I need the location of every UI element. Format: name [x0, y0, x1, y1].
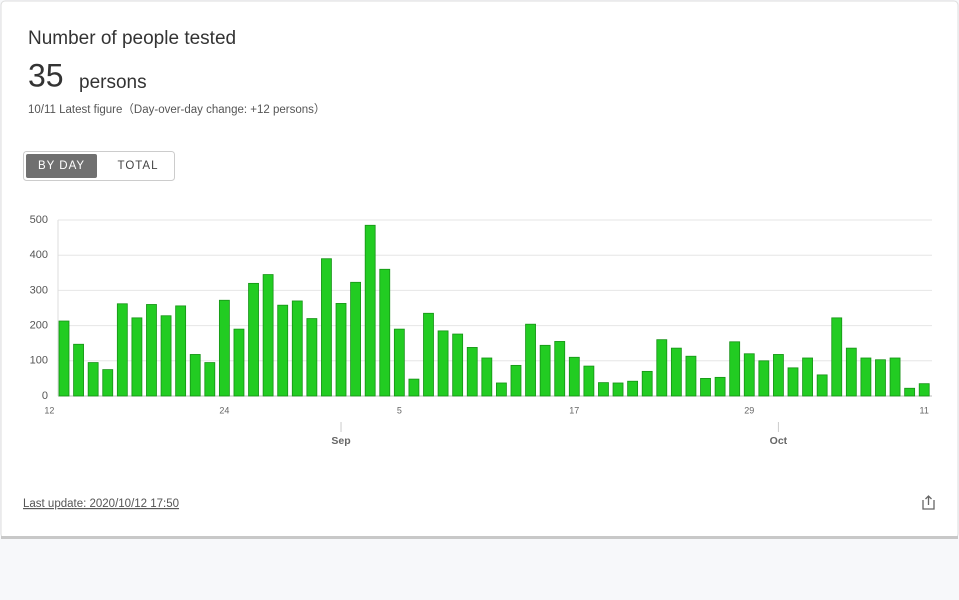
x-tick-label: 11 — [920, 405, 929, 415]
unit: persons — [79, 72, 147, 93]
bar — [525, 323, 536, 397]
bar — [568, 356, 580, 397]
bar — [277, 304, 289, 397]
bar — [58, 320, 70, 397]
bar — [831, 317, 843, 397]
bar — [758, 360, 770, 397]
bar — [495, 382, 507, 397]
x-tick-label: 17 — [569, 405, 579, 415]
bar — [685, 355, 697, 397]
bar — [466, 347, 478, 397]
bar — [802, 357, 813, 397]
bar — [904, 387, 916, 397]
share-box[interactable] — [922, 500, 935, 510]
bar — [889, 357, 901, 397]
bar — [656, 339, 668, 397]
bar — [729, 341, 741, 397]
bar — [364, 224, 376, 397]
card-shadow — [1, 536, 958, 539]
bar — [335, 303, 347, 397]
last-update[interactable]: Last update: 2020/10/12 17:50 — [23, 498, 179, 510]
bar — [350, 281, 362, 397]
x-tick-label: 12 — [44, 405, 54, 415]
bar — [189, 354, 201, 397]
bar — [816, 374, 828, 397]
note: 10/11 Latest figure（Day-over-day change:… — [28, 103, 325, 116]
bar — [670, 347, 682, 397]
bar — [160, 315, 172, 397]
y-tick-label: 300 — [30, 284, 48, 296]
y-tick-label: 500 — [30, 214, 48, 226]
x-tick-label: 24 — [219, 405, 229, 415]
bar — [379, 268, 391, 397]
bar — [233, 328, 245, 397]
month-label: Sep — [331, 435, 350, 447]
bar — [700, 377, 711, 397]
bar — [87, 362, 99, 397]
bar — [845, 347, 857, 397]
y-tick-label: 100 — [30, 355, 48, 367]
bar — [554, 341, 566, 397]
bar — [787, 367, 799, 397]
x-tick-label: 5 — [397, 405, 402, 415]
bar — [510, 364, 522, 397]
bar — [204, 362, 216, 397]
bar — [321, 258, 332, 397]
share-arrow[interactable] — [925, 495, 932, 505]
bar — [423, 312, 434, 397]
bar — [306, 318, 318, 397]
bar — [481, 357, 493, 397]
bar — [73, 343, 84, 397]
bar — [248, 282, 259, 397]
bar — [743, 353, 755, 397]
tab-active[interactable] — [26, 154, 97, 178]
bar — [218, 299, 230, 397]
share-icon[interactable] — [922, 495, 935, 510]
bar — [918, 383, 930, 397]
bar — [116, 303, 128, 397]
bar — [773, 354, 784, 397]
figure: 35 — [28, 57, 64, 93]
bar — [291, 300, 303, 397]
bar — [583, 365, 595, 397]
bar — [452, 333, 464, 397]
bar — [539, 344, 551, 397]
bar — [627, 380, 639, 397]
bar — [860, 357, 872, 397]
bar — [175, 305, 187, 397]
bar — [393, 328, 405, 397]
tab-label[interactable]: BY DAY — [38, 160, 85, 172]
bar — [262, 274, 274, 397]
bar — [714, 376, 726, 397]
y-tick-label: 400 — [30, 249, 48, 261]
tab-label[interactable]: TOTAL — [118, 160, 159, 172]
bar — [612, 382, 624, 397]
bar — [146, 304, 157, 397]
bar — [598, 382, 609, 397]
bar — [641, 370, 653, 397]
bar — [408, 378, 420, 397]
bar — [102, 369, 114, 397]
title: Number of people tested — [28, 28, 236, 49]
bar — [131, 317, 143, 397]
x-tick-label: 29 — [744, 405, 754, 415]
y-tick-label: 200 — [30, 320, 48, 332]
bar — [437, 330, 449, 397]
y-tick-label: 0 — [42, 390, 48, 402]
month-label: Oct — [770, 435, 788, 447]
bar — [875, 359, 886, 397]
